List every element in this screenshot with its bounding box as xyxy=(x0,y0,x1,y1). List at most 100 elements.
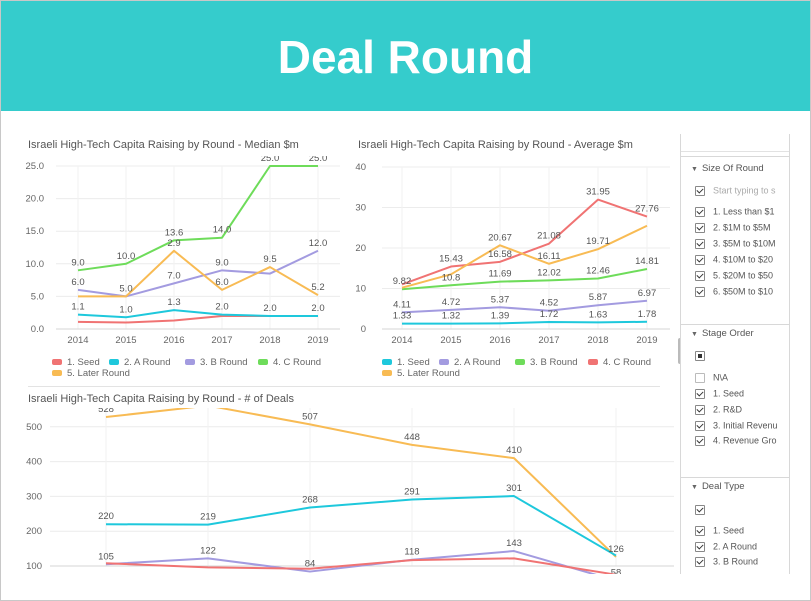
checkbox[interactable] xyxy=(695,556,705,567)
deal-type-header[interactable]: ▼ Deal Type xyxy=(691,481,745,492)
deal-select-all[interactable] xyxy=(695,504,713,515)
stage-order-filter xyxy=(681,324,789,455)
median-chart: 0.0 5.0 10.0 15.0 20.0 25.0 2014 2015 2016 2017 20… xyxy=(26,156,340,346)
deal-item-b-round[interactable]: 3. B Round xyxy=(695,556,758,567)
legend-item-b-round[interactable]: 3. B Round xyxy=(515,357,578,368)
checkbox[interactable] xyxy=(695,541,705,552)
stage-order-header[interactable]: ▼ Stage Order xyxy=(691,328,754,339)
checkbox[interactable] xyxy=(695,525,705,536)
checkbox[interactable] xyxy=(695,286,705,297)
data-label: 118 xyxy=(404,547,419,558)
checkbox[interactable] xyxy=(695,350,705,361)
x-tick-label: 2015 xyxy=(440,335,461,346)
deal-item-seed[interactable]: 1. Seed xyxy=(695,525,744,536)
size-item-2[interactable]: 2. $1M to $5M xyxy=(695,222,771,233)
filter-item-label: 3. $5M to $10M xyxy=(713,238,776,249)
stage-item-initial-revenue[interactable]: 3. Initial Revenu xyxy=(695,420,778,431)
checkbox[interactable] xyxy=(695,372,705,383)
size-of-round-header[interactable]: ▼ Size Of Round xyxy=(691,163,764,174)
checkbox[interactable] xyxy=(695,254,705,265)
data-label: 4.52 xyxy=(540,298,559,309)
checkbox[interactable] xyxy=(695,270,705,281)
data-label: 1.72 xyxy=(540,309,559,320)
size-item-1[interactable]: 1. Less than $1 xyxy=(695,206,775,217)
filter-item-label: 2. R&D xyxy=(713,404,743,415)
series-line-4-c-round xyxy=(401,198,648,286)
legend-item-later-round[interactable]: 5. Later Round xyxy=(382,368,460,379)
data-label: 12.46 xyxy=(586,266,610,277)
data-label: 12.02 xyxy=(537,267,561,278)
data-label: 21.08 xyxy=(537,231,561,242)
checkbox[interactable] xyxy=(695,206,705,217)
series-line-5-later-round xyxy=(105,408,617,558)
data-label: 528 xyxy=(98,408,114,415)
checkbox[interactable] xyxy=(695,504,705,515)
size-item-5[interactable]: 5. $20M to $50 xyxy=(695,270,773,281)
size-item-3[interactable]: 3. $5M to $10M xyxy=(695,238,776,249)
data-label: 1.39 xyxy=(491,310,510,321)
legend-item-seed[interactable]: 1. Seed xyxy=(52,357,100,368)
chevron-down-icon: ▼ xyxy=(691,331,698,338)
legend-item-a-round[interactable]: 2. A Round xyxy=(109,357,170,368)
legend-label: 4. C Round xyxy=(273,357,322,368)
filter-title: Stage Order xyxy=(701,328,754,339)
series-line-4-c-round xyxy=(77,165,318,272)
data-label: 7.0 xyxy=(167,270,180,281)
stage-item-na[interactable]: N\A xyxy=(695,372,728,383)
data-label: 1.33 xyxy=(393,311,412,322)
legend-swatch xyxy=(588,359,598,366)
stage-select-all[interactable] xyxy=(695,350,713,361)
stage-item-seed[interactable]: 1. Seed xyxy=(695,388,744,399)
checkbox[interactable] xyxy=(695,185,705,196)
size-item-4[interactable]: 4. $10M to $20 xyxy=(695,254,773,265)
y-tick-label: 500 xyxy=(26,422,42,433)
data-label: 1.3 xyxy=(167,297,180,308)
legend-item-b-round[interactable]: 3. B Round xyxy=(185,357,248,368)
y-tick-label: 200 xyxy=(26,526,42,537)
y-tick-label: 15.0 xyxy=(26,226,45,237)
legend-item-seed[interactable]: 1. Seed xyxy=(382,357,430,368)
filter-item-label: 4. $10M to $20 xyxy=(713,254,774,265)
data-label: 14.0 xyxy=(213,225,232,236)
checkbox[interactable] xyxy=(695,404,705,415)
data-label: 122 xyxy=(200,545,216,556)
stage-item-revenue-growth[interactable]: 4. Revenue Gro xyxy=(695,435,777,446)
data-label: 1.1 xyxy=(71,302,84,313)
data-label: 5.37 xyxy=(491,294,510,305)
series-line-3-b-round xyxy=(401,268,648,291)
y-tick-label: 10.0 xyxy=(26,259,45,270)
data-label: 219 xyxy=(200,512,216,523)
data-label: 5.87 xyxy=(589,292,608,303)
y-tick-label: 20 xyxy=(355,243,366,254)
data-label: 268 xyxy=(302,495,318,506)
checkbox[interactable] xyxy=(695,388,705,399)
data-label: 126 xyxy=(608,544,624,555)
series-line-1-seed xyxy=(105,557,617,574)
size-select-all[interactable]: Start typing to s xyxy=(695,185,776,196)
data-label: 1.0 xyxy=(119,304,132,315)
filter-search-placeholder[interactable]: Start typing to s xyxy=(713,185,776,196)
data-label: 1.63 xyxy=(589,309,608,320)
filter-item-label: 6. $50M to $10 xyxy=(713,286,774,297)
stage-item-rd[interactable]: 2. R&D xyxy=(695,404,742,415)
legend-swatch xyxy=(109,359,119,366)
checkbox[interactable] xyxy=(695,435,705,446)
checkbox[interactable] xyxy=(695,238,705,249)
size-item-6[interactable]: 6. $50M to $10 xyxy=(695,286,773,297)
data-label: 507 xyxy=(302,411,318,422)
data-label: 19.71 xyxy=(586,236,610,247)
checkbox[interactable] xyxy=(695,222,705,233)
data-label: 1.78 xyxy=(638,309,657,320)
legend-item-a-round[interactable]: 2. A Round xyxy=(439,357,500,368)
deal-item-a-round[interactable]: 2. A Round xyxy=(695,541,757,552)
data-label: 9.0 xyxy=(215,257,228,268)
filters-panel: ▼ Size Of Round Start typing to s 1. Less… xyxy=(680,134,790,574)
x-tick-label: 2018 xyxy=(259,335,280,346)
data-label: 25.0 xyxy=(261,156,280,164)
legend-item-c-round[interactable]: 4. C Round xyxy=(588,357,651,368)
y-tick-label: 0 xyxy=(361,324,366,335)
checkbox[interactable] xyxy=(695,420,705,431)
legend-item-c-round[interactable]: 4. C Round xyxy=(258,357,321,368)
y-tick-label: 100 xyxy=(26,561,42,572)
legend-item-later-round[interactable]: 5. Later Round xyxy=(52,368,130,379)
